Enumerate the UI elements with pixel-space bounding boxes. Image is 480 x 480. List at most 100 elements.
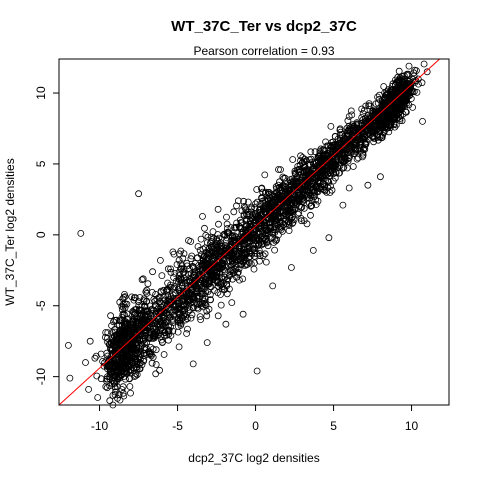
data-point xyxy=(357,136,365,143)
x-tick-label: 10 xyxy=(405,419,419,433)
data-point xyxy=(307,184,315,192)
data-point xyxy=(217,291,224,298)
data-point xyxy=(246,217,254,224)
data-point xyxy=(320,156,328,164)
data-point xyxy=(243,245,251,253)
data-point xyxy=(133,349,141,356)
data-point xyxy=(202,231,210,239)
data-point xyxy=(243,260,251,268)
data-point xyxy=(297,152,305,160)
data-point xyxy=(256,228,264,236)
data-point xyxy=(86,337,94,345)
data-point xyxy=(245,224,253,232)
data-point xyxy=(325,146,333,154)
data-point xyxy=(251,259,258,267)
data-point xyxy=(112,351,119,359)
data-point xyxy=(142,344,150,352)
data-point xyxy=(259,252,267,260)
data-point xyxy=(312,175,320,182)
data-point xyxy=(287,264,295,271)
data-point xyxy=(107,367,114,375)
data-point xyxy=(331,140,339,148)
fit-line xyxy=(58,58,440,406)
data-point xyxy=(228,299,236,307)
data-point xyxy=(134,355,142,363)
data-point xyxy=(221,273,229,281)
data-point xyxy=(273,199,281,207)
data-point xyxy=(179,295,187,303)
data-point xyxy=(307,202,315,210)
data-point xyxy=(65,341,72,349)
data-point xyxy=(214,279,222,287)
data-point xyxy=(307,148,315,156)
data-point xyxy=(152,370,160,378)
data-point xyxy=(387,98,394,106)
data-point xyxy=(376,126,384,134)
data-point xyxy=(160,312,168,320)
data-point xyxy=(265,215,273,223)
data-point xyxy=(124,357,131,365)
data-point xyxy=(175,268,183,276)
data-point xyxy=(252,233,260,240)
data-point xyxy=(106,359,114,367)
data-point xyxy=(312,196,320,204)
data-point xyxy=(113,366,121,373)
data-point xyxy=(299,180,306,188)
data-point xyxy=(320,146,328,154)
data-point xyxy=(243,239,251,247)
data-point xyxy=(307,211,314,219)
data-point xyxy=(104,329,112,337)
data-point xyxy=(143,286,151,294)
data-point xyxy=(264,242,272,250)
data-point xyxy=(176,250,183,258)
data-point xyxy=(261,250,269,258)
data-point xyxy=(337,134,344,142)
data-point xyxy=(151,319,159,327)
data-point xyxy=(361,134,369,142)
data-point xyxy=(376,123,384,131)
data-point xyxy=(189,360,197,368)
data-point xyxy=(110,361,117,369)
data-point xyxy=(350,131,358,139)
data-point xyxy=(297,203,305,211)
data-point xyxy=(346,127,354,135)
data-point xyxy=(234,269,241,277)
data-point xyxy=(174,328,182,336)
data-point xyxy=(164,297,172,305)
data-point xyxy=(289,206,297,214)
data-point xyxy=(167,293,175,301)
data-point xyxy=(402,108,410,116)
data-point xyxy=(298,159,306,166)
data-point xyxy=(197,235,205,243)
data-point xyxy=(405,101,413,109)
data-point xyxy=(199,303,207,311)
data-point xyxy=(310,174,318,182)
data-point xyxy=(341,134,349,142)
data-point xyxy=(232,247,240,255)
data-point xyxy=(276,207,284,215)
data-point xyxy=(142,288,150,296)
y-tick-label: 5 xyxy=(34,160,48,167)
data-point xyxy=(130,308,137,316)
data-point xyxy=(260,240,268,248)
data-point xyxy=(121,290,128,298)
data-point xyxy=(191,278,199,286)
data-point xyxy=(199,245,207,253)
data-point xyxy=(325,234,333,242)
data-point xyxy=(203,312,211,320)
data-point xyxy=(176,297,184,305)
data-point xyxy=(168,298,175,305)
data-point xyxy=(353,155,361,163)
data-point xyxy=(134,329,142,336)
data-point xyxy=(200,299,208,307)
y-tick-label: -10 xyxy=(34,368,48,386)
data-point xyxy=(203,339,211,347)
data-point xyxy=(317,168,325,176)
data-point xyxy=(228,233,236,241)
data-point xyxy=(187,314,195,322)
data-point xyxy=(218,261,226,269)
data-point xyxy=(175,272,183,279)
data-point xyxy=(117,327,125,335)
data-point xyxy=(102,329,110,336)
data-point xyxy=(395,96,403,104)
